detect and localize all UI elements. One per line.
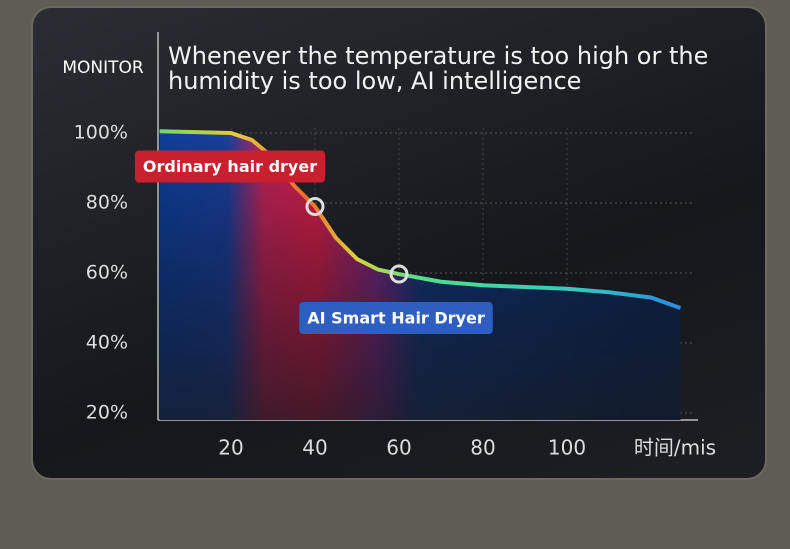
area-shade [159,131,681,420]
x-axis-label: 时间/mis [634,436,716,460]
x-tick-label: 20 [218,436,243,460]
y-axis-label: MONITOR [62,58,144,78]
annotation-text: AI Smart Hair Dryer [307,309,485,328]
annotation-marker [305,197,325,216]
annotation-text: Ordinary hair dryer [143,157,317,176]
chart-title: Whenever the temperature is too high or … [168,42,709,95]
x-tick-label: 80 [470,436,495,460]
y-tick-label: 60% [86,262,128,284]
annotation-box [299,302,493,335]
x-tick-label: 100 [548,436,586,460]
y-tick-label: 40% [86,332,128,354]
x-tick-label: 60 [386,436,411,460]
y-tick-label: 20% [86,402,128,424]
annotation-marker [389,264,409,284]
y-tick-label: 80% [86,192,128,214]
annotation-box [134,150,326,183]
y-tick-label: 100% [74,122,128,144]
x-tick-label: 40 [302,436,327,460]
